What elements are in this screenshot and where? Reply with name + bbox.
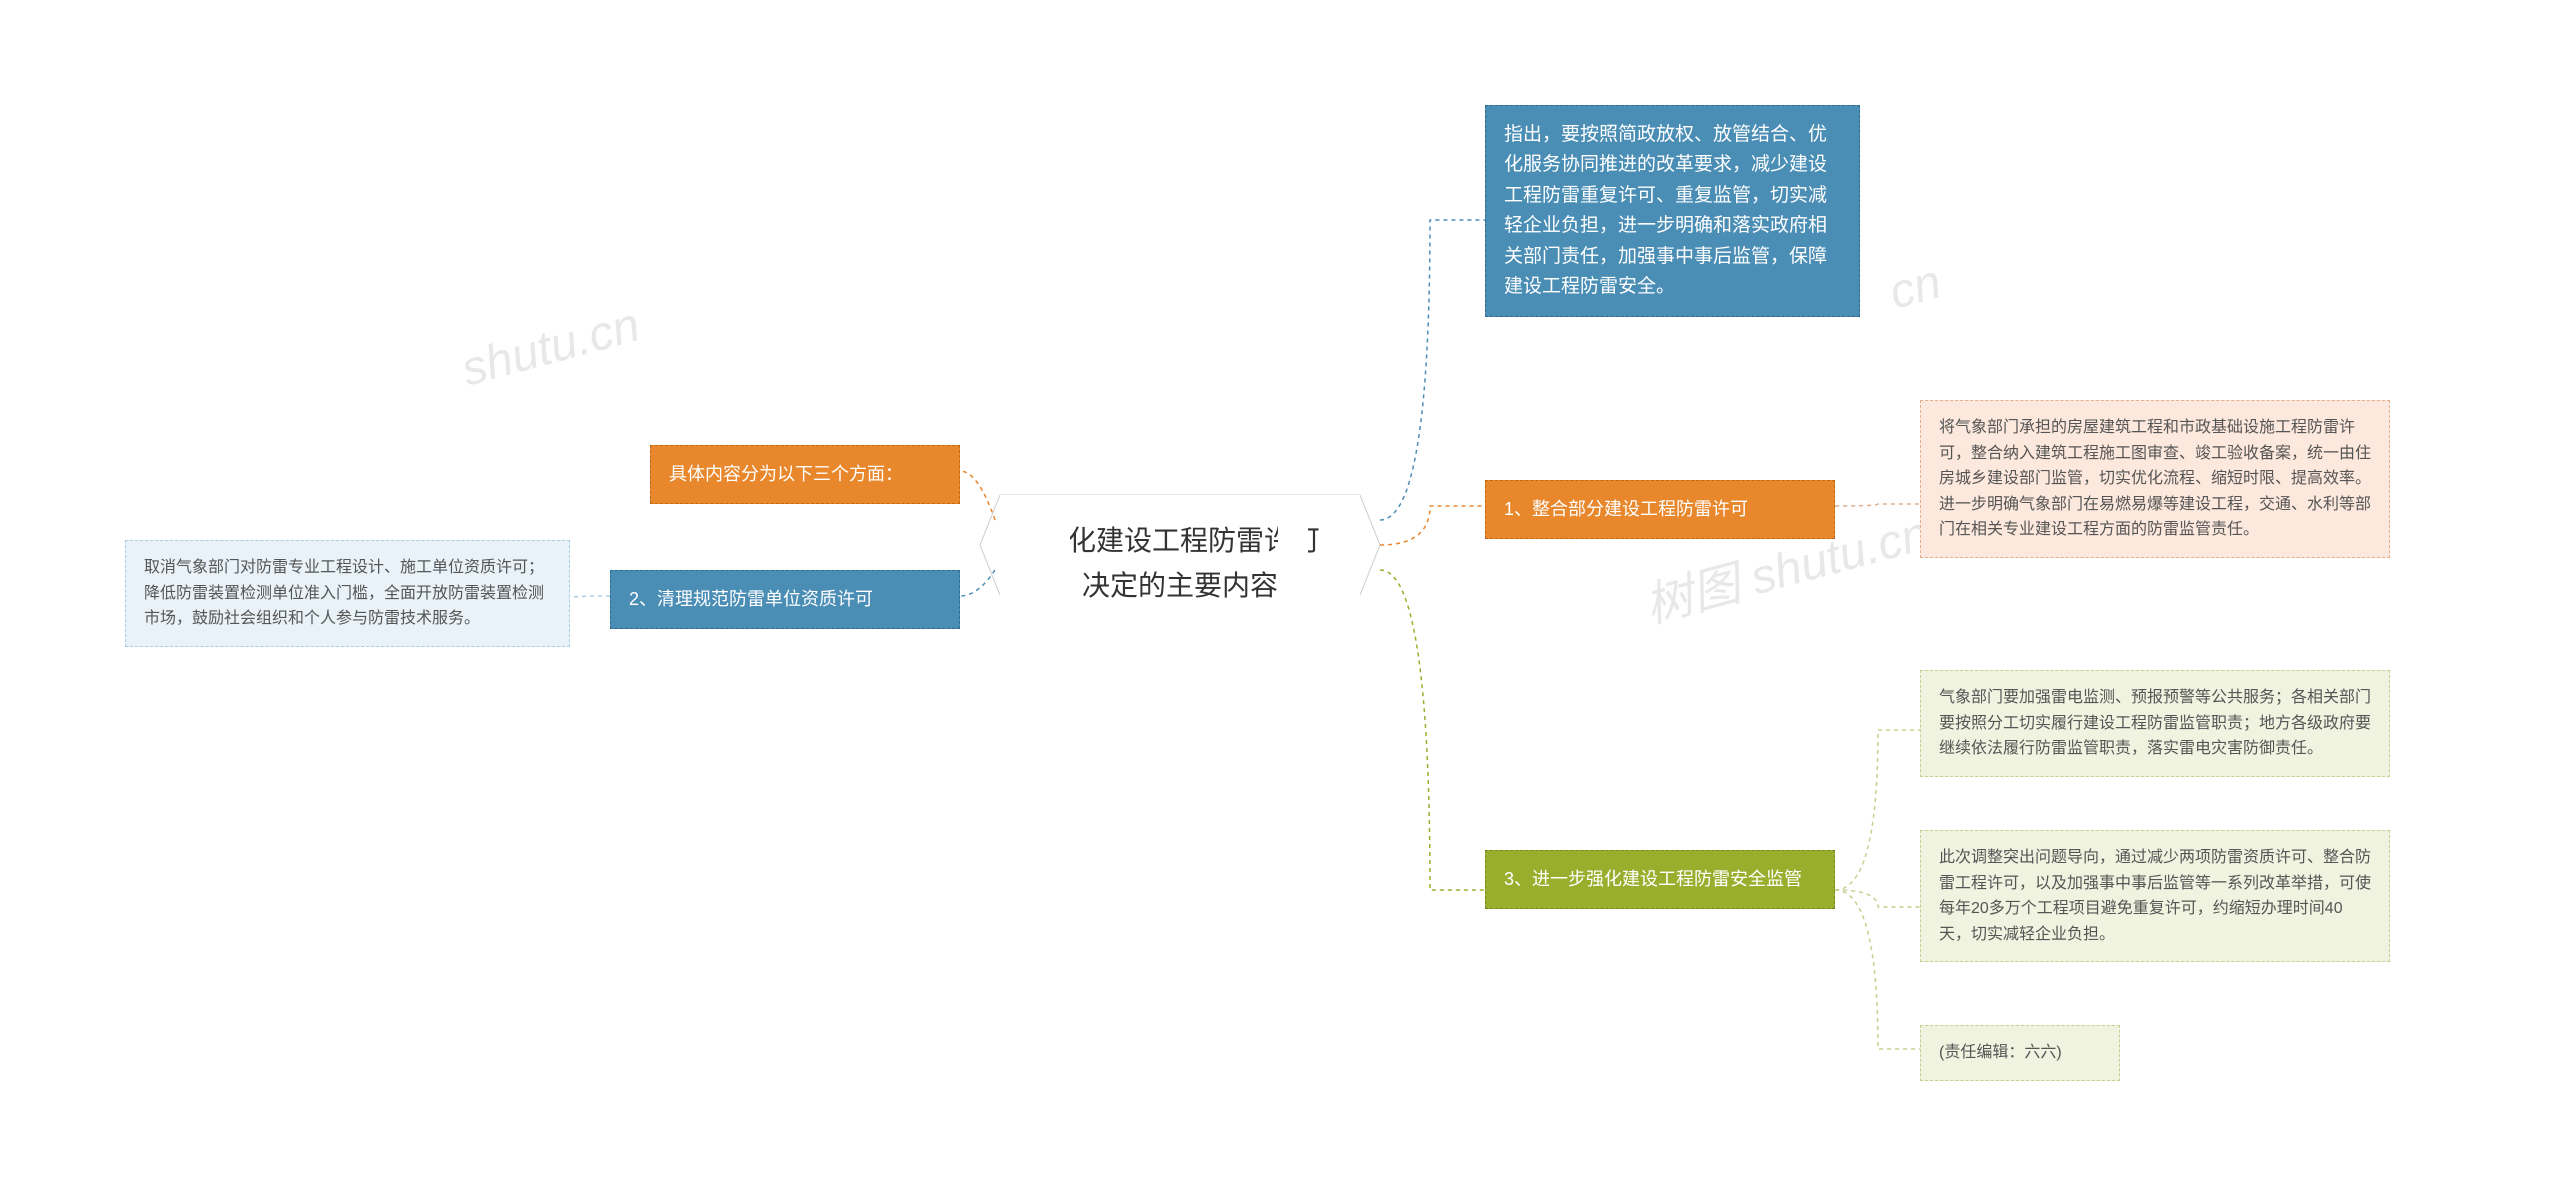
node-left-blue: 2、清理规范防雷单位资质许可 (610, 570, 960, 629)
node-right-olive: 3、进一步强化建设工程防雷安全监管 (1485, 850, 1835, 909)
node-left-lightblue: 取消气象部门对防雷专业工程设计、施工单位资质许可；降低防雷装置检测单位准入门槛，… (125, 540, 570, 647)
node-left-orange: 具体内容分为以下三个方面： (650, 445, 960, 504)
node-label: 3、进一步强化建设工程防雷安全监管 (1504, 869, 1802, 889)
node-right-lightolive-1: 气象部门要加强雷电监测、预报预警等公共服务；各相关部门要按照分工切实履行建设工程… (1920, 670, 2390, 777)
node-right-blue: 指出，要按照简政放权、放管结合、优化服务协同推进的改革要求，减少建设工程防雷重复… (1485, 105, 1860, 317)
node-label: 此次调整突出问题导向，通过减少两项防雷资质许可、整合防雷工程许可，以及加强事中事… (1939, 849, 2371, 943)
node-label: 2、清理规范防雷单位资质许可 (629, 589, 873, 609)
node-right-orange: 1、整合部分建设工程防雷许可 (1485, 480, 1835, 539)
node-label: 指出，要按照简政放权、放管结合、优化服务协同推进的改革要求，减少建设工程防雷重复… (1504, 124, 1827, 297)
node-label: 1、整合部分建设工程防雷许可 (1504, 499, 1748, 519)
watermark: shutu.cn (456, 297, 646, 397)
node-label: (责任编辑：六六) (1939, 1044, 2062, 1061)
center-node: 优化建设工程防雷许可决定的主要内容 (1000, 495, 1360, 633)
node-right-peach: 将气象部门承担的房屋建筑工程和市政基础设施工程防雷许可，整合纳入建筑工程施工图审… (1920, 400, 2390, 558)
node-right-lightolive-3: (责任编辑：六六) (1920, 1025, 2120, 1081)
watermark: cn (1884, 254, 1947, 320)
node-label: 将气象部门承担的房屋建筑工程和市政基础设施工程防雷许可，整合纳入建筑工程施工图审… (1939, 419, 2371, 538)
node-label: 取消气象部门对防雷专业工程设计、施工单位资质许可；降低防雷装置检测单位准入门槛，… (144, 559, 544, 627)
node-label: 气象部门要加强雷电监测、预报预警等公共服务；各相关部门要按照分工切实履行建设工程… (1939, 689, 2371, 757)
node-right-lightolive-2: 此次调整突出问题导向，通过减少两项防雷资质许可、整合防雷工程许可，以及加强事中事… (1920, 830, 2390, 962)
center-title: 优化建设工程防雷许可决定的主要内容 (1040, 525, 1320, 601)
node-label: 具体内容分为以下三个方面： (669, 464, 903, 484)
